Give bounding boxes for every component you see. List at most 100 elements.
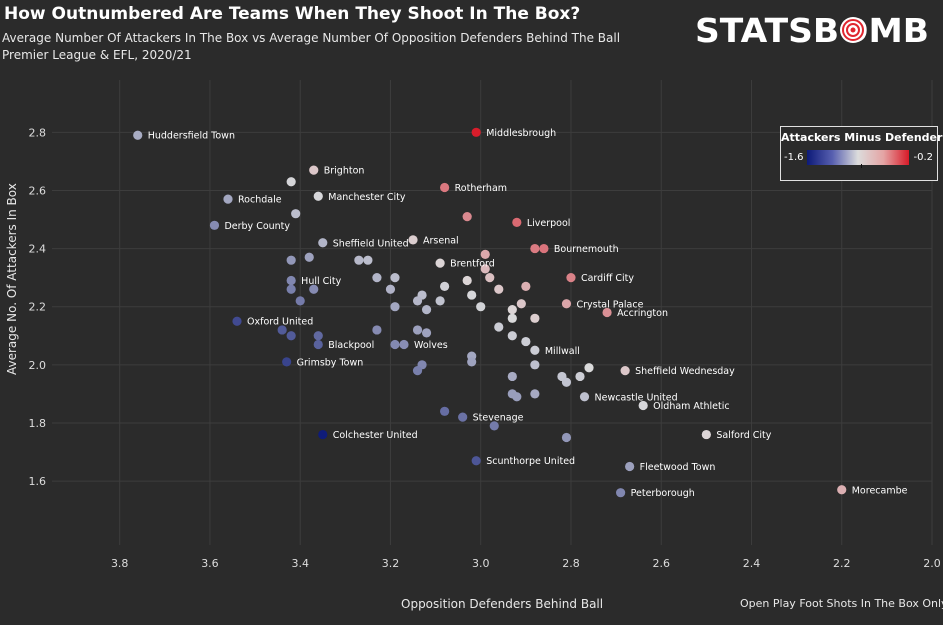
data-point (507, 313, 517, 323)
statsbomb-logo-text: STATSBOMB (695, 11, 929, 50)
data-point (494, 284, 504, 294)
data-point (372, 273, 382, 283)
data-point (390, 302, 400, 312)
point-label: Cardiff City (581, 273, 634, 284)
point-label: Wolves (414, 340, 448, 351)
data-point (462, 211, 472, 222)
point-label: Peterborough (631, 488, 695, 499)
point-label: Huddersfield Town (148, 131, 235, 142)
data-point (575, 371, 585, 382)
data-point (363, 255, 373, 265)
point-label: Brighton (324, 166, 365, 177)
point-label: Blackpool (328, 340, 374, 351)
point-label: Salford City (716, 430, 771, 441)
data-point (521, 281, 531, 291)
data-point (440, 182, 450, 193)
data-point (602, 307, 612, 318)
data-point (489, 421, 499, 431)
data-point (223, 194, 233, 204)
data-point (313, 191, 323, 201)
y-tick-label: 2.8 (29, 126, 47, 139)
data-point (318, 429, 328, 440)
y-axis-ticks: 1.6 1.8 2.0 2.2 2.4 2.6 2.8 (29, 126, 47, 488)
data-point (286, 177, 296, 187)
point-label: Grimsby Town (297, 357, 364, 368)
data-point (467, 357, 477, 367)
data-point (277, 325, 287, 335)
data-points (133, 127, 847, 498)
data-point (494, 322, 504, 332)
data-point (467, 290, 477, 300)
data-point (286, 331, 296, 341)
point-label: Rotherham (455, 183, 507, 194)
data-point (390, 339, 400, 350)
x-tick-label: 2.0 (923, 557, 941, 570)
point-label: Brentford (450, 259, 495, 270)
x-tick-label: 3.4 (291, 557, 309, 570)
x-tick-label: 2.6 (652, 557, 670, 570)
data-point (309, 165, 319, 175)
point-label: Oxford United (247, 317, 313, 328)
point-label: Manchester City (328, 192, 406, 203)
data-point (471, 456, 481, 466)
point-label: Newcastle United (595, 392, 678, 403)
y-tick-label: 1.6 (29, 475, 47, 488)
data-point (616, 488, 626, 498)
y-tick-label: 1.8 (29, 417, 47, 430)
point-label: Arsenal (423, 235, 459, 246)
data-point (291, 209, 301, 219)
data-point (480, 249, 490, 259)
data-point (566, 273, 576, 283)
y-axis-label: Average No. Of Attackers In Box (5, 183, 19, 375)
x-tick-label: 2.4 (743, 557, 761, 570)
logo-target-icon (840, 17, 866, 43)
legend-min-label: -1.6 (784, 152, 804, 163)
footnote: Open Play Foot Shots In The Box Only (740, 597, 943, 610)
data-point (354, 255, 364, 265)
data-point (421, 304, 432, 315)
data-point (385, 284, 396, 294)
data-point (399, 339, 409, 350)
chart-subtitle: Average Number Of Attackers In The Box v… (2, 31, 621, 45)
data-point (476, 302, 486, 312)
legend-tick-mark (861, 164, 862, 168)
y-tick-label: 2.0 (29, 359, 47, 372)
x-axis-ticks: 3.8 3.6 3.4 3.2 3.0 2.8 2.6 2.4 2.2 2.0 (111, 557, 941, 570)
x-tick-label: 2.2 (833, 557, 851, 570)
point-label: Colchester United (333, 430, 418, 441)
data-point (530, 389, 540, 399)
point-labels: Huddersfield Town Middlesbrough Brighton Ro… (148, 128, 908, 499)
data-point (282, 357, 292, 367)
data-point (561, 299, 572, 309)
data-point (313, 331, 323, 341)
data-point (440, 281, 450, 291)
point-label: Middlesbrough (486, 128, 556, 139)
point-label: Hull City (301, 276, 341, 287)
data-point (530, 313, 540, 323)
data-point (507, 331, 517, 341)
y-tick-label: 2.2 (29, 301, 47, 314)
chart-title: How Outnumbered Are Teams When They Shoo… (4, 4, 581, 24)
point-label: Millwall (545, 346, 580, 357)
legend-color-bar (807, 150, 909, 165)
point-label: Scunthorpe United (486, 456, 575, 467)
data-point (372, 325, 382, 335)
data-point (516, 299, 526, 309)
data-point (304, 252, 314, 262)
data-point (408, 235, 418, 245)
data-point (318, 238, 328, 248)
data-point (521, 336, 531, 347)
data-point (421, 328, 432, 338)
data-point (295, 296, 305, 306)
data-point (485, 273, 495, 283)
data-point (620, 366, 630, 376)
point-label: Sheffield United (333, 238, 409, 249)
data-point (701, 429, 711, 440)
legend-max-label: -0.2 (913, 152, 933, 163)
point-label: Stevenage (473, 413, 524, 424)
data-point (625, 461, 635, 472)
point-label: Sheffield Wednesday (635, 366, 735, 377)
statsbomb-logo: STATSBOMB (695, 11, 929, 50)
y-tick-label: 2.6 (29, 184, 47, 197)
